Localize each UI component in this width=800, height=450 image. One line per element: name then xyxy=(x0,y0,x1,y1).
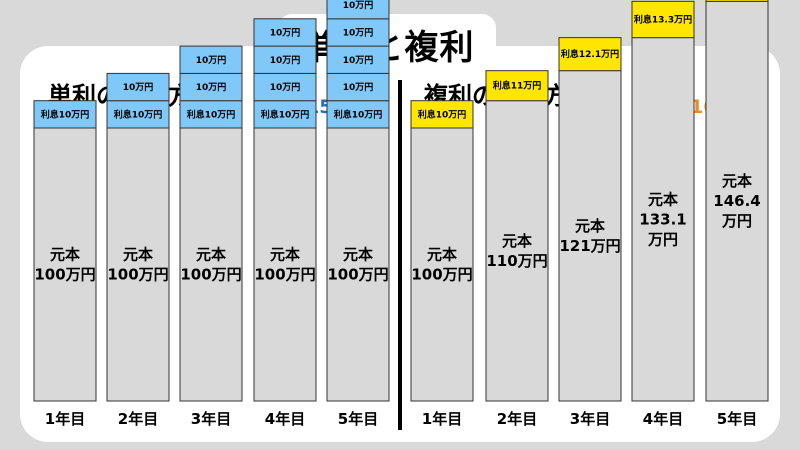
simple-interest-segment xyxy=(326,45,390,74)
compound-interest-segment xyxy=(631,0,695,39)
simple-interest-segment xyxy=(326,72,390,102)
compound-year-label: 3年目 xyxy=(570,410,610,428)
simple-principal-label: 元本 100万円 xyxy=(180,246,241,284)
simple-interest-segment xyxy=(106,72,170,102)
compound-interest-label: 利息11万円 xyxy=(492,80,542,92)
simple-year-label: 5年目 xyxy=(338,410,378,428)
simple-interest-label: 10万円 xyxy=(270,27,301,38)
compound-interest-segment xyxy=(410,100,474,129)
compound-interest-label: 利息10万円 xyxy=(417,108,467,120)
compound-year-label: 2年目 xyxy=(497,410,537,428)
compound-principal-bar xyxy=(485,100,549,402)
simple-interest-label: 利息10万円 xyxy=(260,108,310,120)
compound-principal-label: 元本 121万円 xyxy=(559,217,620,255)
compound-principal-bar xyxy=(410,127,474,402)
simple-interest-label: 10万円 xyxy=(270,82,301,93)
panel-divider xyxy=(398,80,402,430)
simple-interest-label: 10万円 xyxy=(196,82,227,93)
compound-principal-label: 元本 100万円 xyxy=(411,246,472,284)
simple-interest-segment xyxy=(253,45,317,74)
simple-interest-segment xyxy=(253,18,317,47)
compound-interest-label: 利息13.3万円 xyxy=(633,13,692,25)
compound-year-label: 4年目 xyxy=(643,410,683,428)
simple-year-label: 2年目 xyxy=(118,410,158,428)
simple-interest-label: 利息10万円 xyxy=(333,108,383,120)
simple-principal-bar xyxy=(179,127,243,402)
compound-principal-bar xyxy=(705,0,769,402)
compound-principal-label: 元本 133.1 万円 xyxy=(639,190,686,248)
simple-interest-label: 利息10万円 xyxy=(40,108,90,120)
simple-principal-bar xyxy=(106,127,170,402)
simple-interest-segment xyxy=(326,100,390,129)
simple-interest-label: 10万円 xyxy=(196,55,227,66)
simple-principal-label: 元本 100万円 xyxy=(107,246,168,284)
compound-interest-segment xyxy=(558,37,622,72)
simple-interest-segment xyxy=(179,45,243,74)
simple-principal-bar xyxy=(326,127,390,402)
simple-interest-label: 10万円 xyxy=(343,82,374,93)
compound-year-label: 5年目 xyxy=(717,410,757,428)
simple-interest-segment xyxy=(179,100,243,129)
simple-interest-segment xyxy=(253,72,317,102)
simple-principal-label: 元本 100万円 xyxy=(327,246,388,284)
simple-principal-bar xyxy=(253,127,317,402)
simple-year-label: 3年目 xyxy=(191,410,231,428)
simple-interest-label: 利息10万円 xyxy=(186,108,236,120)
simple-principal-bar xyxy=(33,127,97,402)
simple-interest-label: 10万円 xyxy=(343,0,374,11)
simple-interest-segment xyxy=(33,100,97,129)
compound-year-label: 1年目 xyxy=(422,410,462,428)
compound-principal-bar xyxy=(631,37,695,402)
simple-interest-label: 利息10万円 xyxy=(113,108,163,120)
compound-principal-bar xyxy=(558,70,622,402)
compound-interest-segment xyxy=(705,0,769,2)
simple-interest-segment xyxy=(326,0,390,20)
simple-year-label: 4年目 xyxy=(265,410,305,428)
simple-interest-label: 10万円 xyxy=(343,27,374,38)
simple-interest-label: 10万円 xyxy=(123,82,154,93)
compound-principal-label: 元本 110万円 xyxy=(486,232,547,270)
simple-interest-segment xyxy=(179,72,243,102)
simple-principal-label: 元本 100万円 xyxy=(254,246,315,284)
compound-interest-label: 利息12.1万円 xyxy=(560,48,619,60)
simple-year-label: 1年目 xyxy=(45,410,85,428)
compound-interest-segment xyxy=(485,70,549,102)
simple-interest-segment xyxy=(253,100,317,129)
compound-principal-label: 元本 146.4 万円 xyxy=(713,172,760,230)
simple-interest-label: 10万円 xyxy=(270,55,301,66)
simple-interest-label: 10万円 xyxy=(343,55,374,66)
simple-principal-label: 元本 100万円 xyxy=(34,246,95,284)
